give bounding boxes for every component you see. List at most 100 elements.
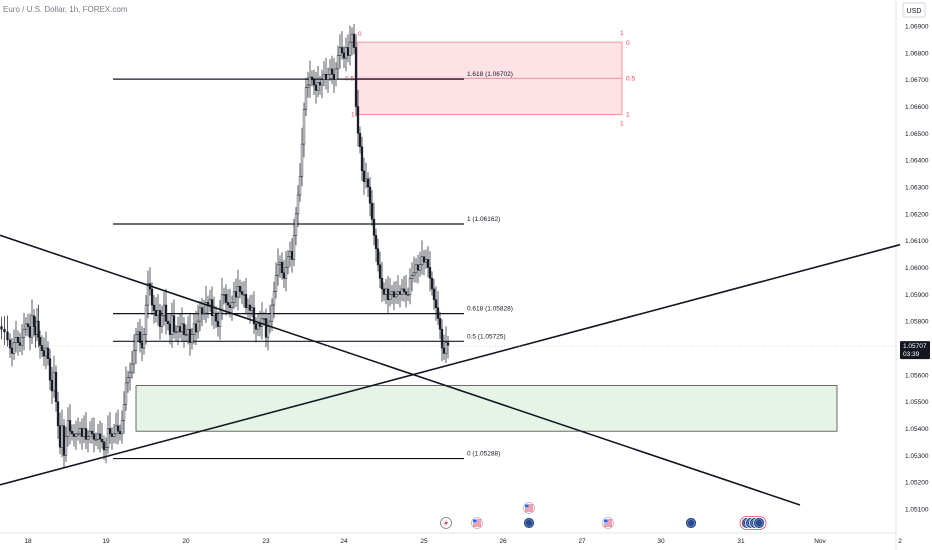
candle-body xyxy=(86,436,90,440)
price-tick-label: 1.05500 xyxy=(905,399,929,406)
currency-selector[interactable]: USD xyxy=(902,2,926,18)
price-tick-label: 1.06300 xyxy=(905,185,929,192)
candle-body xyxy=(418,264,422,271)
candle-body xyxy=(104,447,108,451)
candle-body xyxy=(66,420,70,437)
candle-body xyxy=(382,288,386,295)
candle-body xyxy=(170,315,174,335)
candle-body xyxy=(442,347,446,354)
candle-body xyxy=(96,433,100,440)
candle-body xyxy=(156,310,160,317)
fib-layer: 1.618 (1.06702) 1 (1.06162) 0.618 (1.05828… xyxy=(113,71,513,460)
candle-body xyxy=(312,79,316,86)
red-zone-label-top-right: 0 xyxy=(626,40,630,47)
currency-box xyxy=(902,2,926,18)
candle-body xyxy=(276,264,280,276)
lightning-icon[interactable] xyxy=(440,517,452,529)
us-flag-icon[interactable] xyxy=(471,517,483,529)
globe-icon-disc xyxy=(685,517,697,529)
us-flag-icon[interactable] xyxy=(523,502,535,514)
candle-body xyxy=(82,428,86,437)
candle-body xyxy=(404,291,408,295)
candle-body xyxy=(366,178,370,188)
globe-icon[interactable] xyxy=(685,517,697,529)
trendline-descending[interactable] xyxy=(0,234,801,506)
candle-body xyxy=(388,294,392,300)
candle-body xyxy=(26,323,30,327)
candle-body xyxy=(420,256,424,266)
price-tick-label: 1.06000 xyxy=(905,265,929,272)
candle-body xyxy=(142,334,146,349)
time-tick-label: 23 xyxy=(262,538,270,545)
candle-body xyxy=(346,47,350,56)
candle-body xyxy=(110,433,114,437)
candle-body xyxy=(310,76,314,80)
trendlines-layer xyxy=(0,234,901,506)
candle-body xyxy=(398,291,402,295)
time-tick-label: 30 xyxy=(657,538,665,545)
candle-body xyxy=(430,277,434,290)
time-tick-label: 27 xyxy=(578,538,586,545)
flag-icon-stripe xyxy=(473,525,481,527)
candle-body xyxy=(52,371,56,392)
candle-body xyxy=(316,82,320,91)
candle-body xyxy=(252,307,256,325)
green-demand-zone[interactable] xyxy=(135,385,838,432)
candle-body xyxy=(78,428,82,435)
candle-body xyxy=(336,55,340,70)
candle-body xyxy=(304,87,308,110)
candle-body xyxy=(132,350,136,365)
candle-body xyxy=(174,331,178,334)
candle-body xyxy=(102,441,106,451)
candle-body xyxy=(368,186,372,204)
candle-body xyxy=(150,288,154,306)
candle-body xyxy=(98,433,102,440)
trendline-ascending[interactable] xyxy=(0,243,901,486)
flag-icon-stripe xyxy=(525,506,533,508)
price-tick-label: 1.06600 xyxy=(905,104,929,111)
candle-body xyxy=(200,307,204,314)
candle-body xyxy=(202,312,206,315)
time-axis[interactable]: 18 19 20 23 24 25 26 27 30 31 Nov 2 xyxy=(24,538,902,545)
globe-icon-ring xyxy=(755,519,763,527)
fib-level-label: 0.5 (1.05725) xyxy=(467,333,506,340)
events-layer[interactable] xyxy=(440,502,767,530)
candle-body xyxy=(68,420,72,432)
candle-body xyxy=(324,74,328,80)
candle-body xyxy=(406,294,410,296)
candle-body xyxy=(118,430,122,435)
candle-body xyxy=(88,430,92,437)
globe-icon[interactable] xyxy=(523,517,535,529)
candle-body xyxy=(244,294,248,309)
candle-body xyxy=(228,304,232,309)
candle-body xyxy=(124,382,128,405)
price-tick-label: 1.05300 xyxy=(905,453,929,460)
candle-body xyxy=(246,304,250,309)
candle-body xyxy=(108,428,112,435)
price-tick-label: 1.05200 xyxy=(905,480,929,487)
candle-body xyxy=(54,371,58,402)
candle-body xyxy=(222,294,226,296)
flag-icon-stripe xyxy=(473,523,481,525)
fib-level-label: 1.618 (1.06702) xyxy=(467,71,513,78)
candle-body xyxy=(390,291,394,295)
candle-body xyxy=(352,33,356,48)
candle-body xyxy=(22,328,26,338)
candle-body xyxy=(204,302,208,314)
price-tick-label: 1.05900 xyxy=(905,292,929,299)
candle-body xyxy=(198,307,202,322)
candle-body xyxy=(214,312,218,322)
candle-body xyxy=(436,307,440,319)
candle-body xyxy=(40,345,44,351)
candle-body xyxy=(122,404,126,421)
us-flag-icon[interactable] xyxy=(602,517,614,529)
candle-body xyxy=(168,323,172,335)
candle-body xyxy=(360,146,364,172)
candle-body xyxy=(422,256,426,263)
candle-body xyxy=(24,323,28,330)
globe-icon[interactable] xyxy=(753,517,765,529)
candle-body xyxy=(280,261,284,274)
candle-body xyxy=(0,326,3,330)
candle-body xyxy=(290,251,294,260)
